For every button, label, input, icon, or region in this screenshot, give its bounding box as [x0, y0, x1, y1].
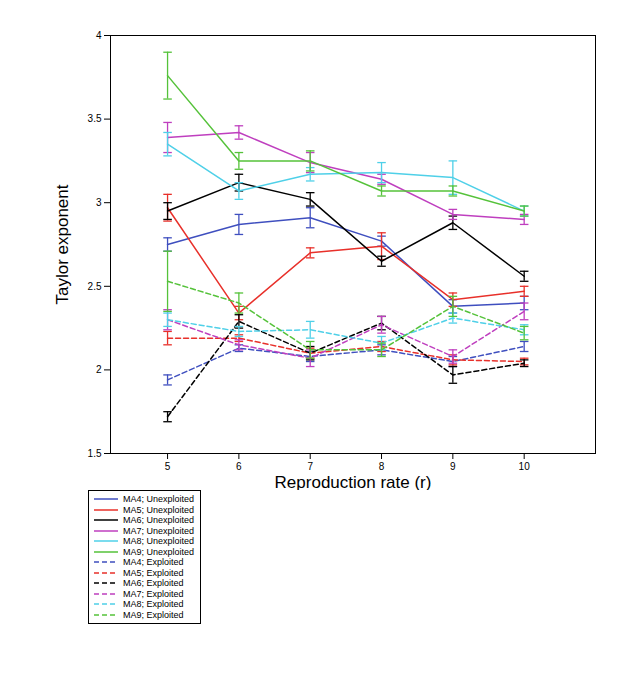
svg-text:2: 2 — [96, 364, 102, 375]
html-text:MA4; Unexploited: MA4; Unexploited — [123, 494, 194, 504]
svg-text:9: 9 — [450, 461, 456, 472]
html-text:MA7; Exploited: MA7; Exploited — [123, 588, 184, 599]
svg-text:7: 7 — [307, 461, 313, 472]
html-text:MA6; Unexploited: MA6; Unexploited — [123, 515, 194, 525]
svg-text:Taylor exponent: Taylor exponent — [53, 184, 72, 304]
html-text:MA5; Exploited: MA5; Exploited — [123, 567, 184, 578]
svg-text:3.5: 3.5 — [88, 113, 102, 124]
html-text:MA6; Exploited: MA6; Exploited — [123, 578, 184, 588]
svg-text:3: 3 — [96, 197, 102, 208]
svg-text:Reproduction rate (r): Reproduction rate (r) — [275, 473, 432, 491]
svg-text:5: 5 — [165, 461, 171, 472]
svg-text:4: 4 — [96, 30, 102, 41]
svg-text:2.5: 2.5 — [88, 281, 102, 292]
html-text:MA8; Exploited: MA8; Exploited — [123, 599, 184, 609]
svg-text:6: 6 — [236, 461, 242, 472]
svg-text:8: 8 — [379, 461, 385, 472]
html-text:MA7; Unexploited: MA7; Unexploited — [123, 525, 194, 536]
svg-text:10: 10 — [519, 461, 531, 472]
html-text:MA4; Exploited: MA4; Exploited — [123, 557, 184, 567]
html-text:MA9; Exploited: MA9; Exploited — [123, 609, 184, 620]
svg-text:1.5: 1.5 — [88, 448, 102, 459]
html-text:MA5; Unexploited: MA5; Unexploited — [123, 504, 194, 515]
html-text:MA8; Unexploited: MA8; Unexploited — [123, 536, 194, 546]
html-text:MA9; Unexploited: MA9; Unexploited — [123, 546, 194, 557]
